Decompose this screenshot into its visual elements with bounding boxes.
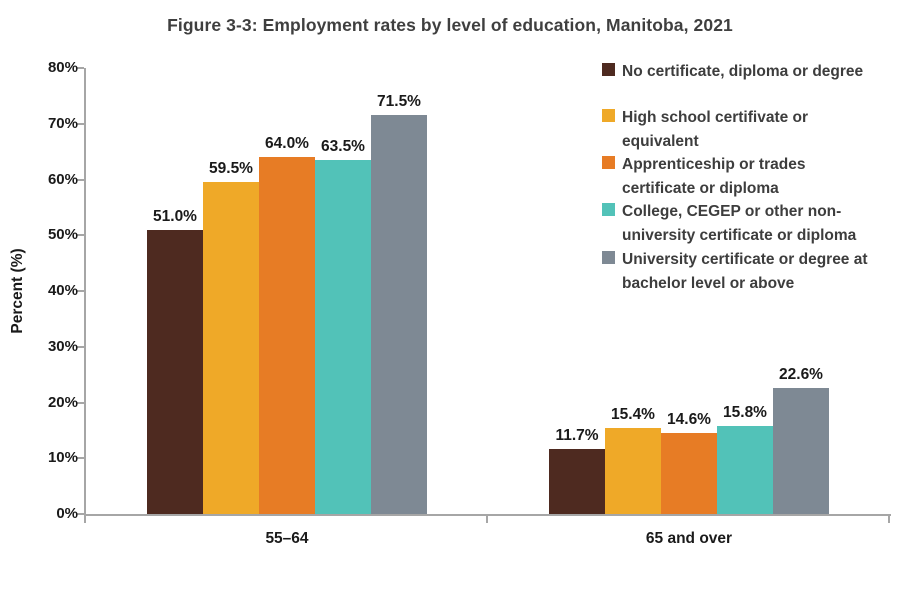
legend-swatch xyxy=(602,63,615,76)
y-tick-label: 60% xyxy=(47,170,78,188)
y-tick xyxy=(77,234,84,237)
legend-label: Apprenticeship or trades certificate or d… xyxy=(622,153,892,200)
legend-label-line: bachelor level or above xyxy=(622,274,795,292)
legend-label-line: College, CEGEP or other non- xyxy=(622,203,842,220)
bar xyxy=(549,448,605,514)
y-tick-label: 10% xyxy=(47,449,78,467)
bar-value-label: 11.7% xyxy=(555,426,599,444)
x-axis-line xyxy=(84,514,891,516)
legend-label-line: university certificate or diploma xyxy=(622,226,857,244)
bar-value-label: 51.0% xyxy=(153,207,197,225)
legend-swatch xyxy=(602,109,615,122)
bar-value-label: 63.5% xyxy=(321,138,365,155)
y-tick-label: 20% xyxy=(47,393,78,411)
bar xyxy=(371,115,427,514)
legend-swatch xyxy=(602,156,615,169)
y-axis-line xyxy=(84,68,86,516)
bar-value-label: 15.4% xyxy=(611,406,655,424)
chart-title: Figure 3-3: Employment rates by level of… xyxy=(167,15,733,35)
bar-value-label: 22.6% xyxy=(779,366,823,384)
y-tick-label: 80% xyxy=(47,59,78,76)
legend-label-line: No certificate, diploma or degree xyxy=(622,63,864,80)
bar-value-label: 15.8% xyxy=(723,403,767,421)
y-tick xyxy=(77,457,84,460)
bar xyxy=(315,160,371,514)
bar xyxy=(259,157,315,514)
legend-label-line: equivalent xyxy=(622,132,699,150)
y-tick xyxy=(77,178,84,181)
bar xyxy=(605,428,661,514)
legend-swatch xyxy=(602,251,615,264)
bar xyxy=(147,229,203,514)
y-tick xyxy=(77,290,84,292)
y-tick xyxy=(77,345,84,348)
legend-label: University certificate or degree at bache… xyxy=(622,248,892,295)
plot-area: 51.0% 11.7% 59.5% 15.4% 64.0% 14.6% 63.5% 15.8%… xyxy=(86,68,890,514)
bar-value-label: 14.6% xyxy=(667,410,711,428)
y-tick xyxy=(77,513,84,515)
y-tick-label: 0% xyxy=(56,505,78,522)
y-tick-label: 70% xyxy=(47,114,78,132)
y-tick xyxy=(77,401,84,404)
y-tick-label: 40% xyxy=(47,282,78,299)
legend-swatch xyxy=(602,203,615,216)
legend-label-line: High school certifivate or xyxy=(622,109,809,126)
legend-label: High school certifivate or equivalent xyxy=(622,106,892,153)
bar xyxy=(661,432,717,514)
bar xyxy=(203,182,259,514)
x-category-label: 65 and over xyxy=(645,530,733,547)
y-tick xyxy=(77,122,84,125)
bar xyxy=(773,388,829,514)
y-tick-label: 30% xyxy=(47,337,78,355)
legend-label: No certificate, diploma or degree xyxy=(622,60,892,84)
legend-label-line: certificate or diploma xyxy=(622,179,779,197)
bar-value-label: 59.5% xyxy=(209,160,253,178)
legend-label-line: Apprenticeship or trades xyxy=(622,156,806,173)
legend-label-line: University certificate or degree at xyxy=(622,251,868,268)
bar-value-label: 71.5% xyxy=(377,93,421,111)
y-tick-label: 50% xyxy=(47,226,78,244)
x-tick xyxy=(486,516,488,523)
y-tick xyxy=(77,67,84,69)
x-tick xyxy=(888,516,890,523)
legend-label: College, CEGEP or other non-university c… xyxy=(622,200,892,247)
x-category-label: 55–64 xyxy=(265,530,309,547)
bar-value-label: 64.0% xyxy=(265,135,309,153)
x-tick xyxy=(84,516,86,523)
bar xyxy=(717,425,773,514)
